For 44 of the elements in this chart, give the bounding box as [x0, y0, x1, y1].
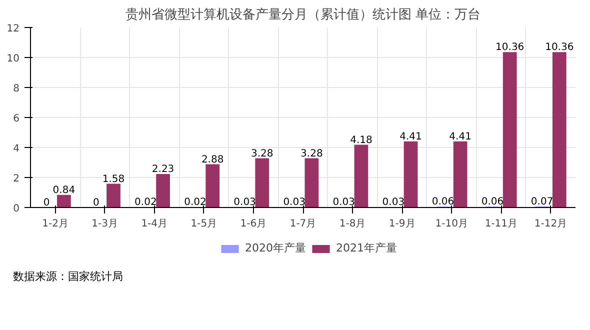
data-label: 0.06: [481, 196, 504, 208]
x-tick-label: 1-4月: [141, 218, 168, 230]
data-label: 10.36: [496, 42, 524, 54]
data-label: 3.28: [250, 148, 274, 160]
x-tick-label: 1-5月: [190, 218, 218, 230]
data-label: 2.23: [152, 164, 174, 176]
data-label: 0.03: [382, 197, 405, 208]
data-label: 0.03: [332, 197, 356, 208]
x-tick-label: 1-2月: [42, 218, 68, 230]
x-tick-label: 1-11月: [484, 218, 518, 230]
x-tick-label: 1-12月: [534, 218, 568, 230]
y-tick-label: 0: [13, 204, 20, 214]
y-tick-label: 4: [13, 144, 20, 154]
data-label: 3.28: [300, 148, 323, 160]
data-label: 0.07: [530, 196, 554, 208]
chart-title: 贵州省微型计算机设备产量分月（累计值）统计图 单位：万台: [125, 8, 481, 22]
source-note: 数据来源：国家统计局: [13, 269, 123, 285]
x-tick-label: 1-7月: [290, 218, 316, 230]
x-tick-label: 1-6月: [240, 218, 267, 230]
x-tick-label: 1-8月: [339, 218, 366, 230]
data-label: 4.41: [400, 131, 422, 142]
x-tick-label: 1-10月: [435, 218, 468, 230]
data-label: 0: [92, 198, 100, 208]
data-label: 0.84: [52, 184, 76, 196]
data-label: 0.06: [432, 196, 454, 208]
legend-label: 2021年产量: [336, 240, 397, 256]
legend-label: 2020年产量: [245, 240, 306, 256]
data-label: 4.18: [350, 134, 372, 146]
y-tick-label: 2: [13, 174, 20, 184]
y-tick-label: 12: [6, 24, 20, 34]
data-label: 4.41: [449, 131, 472, 142]
y-tick-label: 8: [13, 84, 20, 94]
x-tick-label: 1-9月: [388, 218, 416, 230]
data-label: 0.03: [283, 197, 306, 208]
y-tick-label: 6: [13, 114, 20, 124]
data-label: 0: [43, 198, 50, 208]
data-label: 0.02: [184, 197, 206, 208]
data-label: 2.88: [201, 154, 224, 166]
data-label: 0.03: [234, 197, 256, 208]
data-label: 0.02: [134, 197, 157, 208]
y-tick-label: 10: [6, 54, 20, 64]
x-tick-label: 1-3月: [92, 218, 118, 230]
data-label: 10.36: [545, 42, 574, 54]
data-label: 1.58: [102, 174, 125, 185]
